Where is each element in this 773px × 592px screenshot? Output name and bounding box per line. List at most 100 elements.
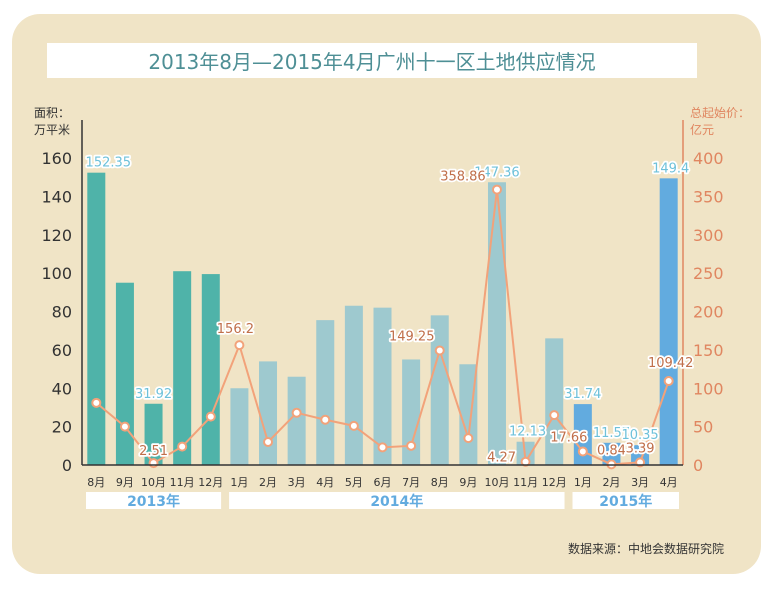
bar [316, 320, 335, 465]
line-point [549, 410, 560, 421]
left-tick-label: 20 [52, 418, 72, 437]
bar [201, 274, 220, 465]
line-value-label: 156.2 [217, 322, 254, 337]
line-value-label-halo: 156.2 [217, 322, 254, 337]
right-tick-label: 150 [693, 341, 724, 360]
right-tick-label: 100 [693, 379, 724, 398]
bar [487, 182, 506, 466]
year-label: 2015年 [599, 493, 652, 510]
bar-value-label-halo: 11.57 [593, 426, 630, 441]
left-axis-label-line2: 万平米 [34, 123, 70, 137]
left-axis: 0 20 40 60 80 100 120 140 160 [41, 120, 83, 475]
left-tick-label: 0 [62, 456, 72, 475]
line-value-label: 0.84 [597, 443, 626, 458]
source-note: 数据来源：中地会数据研究院 [568, 541, 724, 556]
line-point [406, 440, 417, 451]
line-point [434, 345, 445, 356]
x-tick-label: 4月 [660, 476, 678, 489]
line-series [91, 184, 674, 470]
bar-value-label: 10.35 [621, 428, 658, 443]
year-band [229, 492, 565, 509]
line-value-label: 149.25 [389, 329, 435, 344]
bar-value-label-halo: 31.92 [135, 387, 172, 402]
line-value-label-halo: 0.84 [597, 443, 626, 458]
line-point [577, 446, 588, 457]
x-tick-label: 10月 [141, 476, 166, 489]
line-value-label-halo: 149.25 [389, 329, 435, 344]
line-value-label: 2.51 [139, 444, 168, 459]
left-tick-label: 100 [41, 264, 72, 283]
line-value-label: 3.39 [626, 441, 655, 456]
x-tick-label: 9月 [459, 476, 477, 489]
line-point [348, 420, 359, 431]
line-value-label-halo: 17.66 [550, 430, 587, 445]
line-point [119, 421, 130, 432]
year-label: 2013年 [127, 493, 180, 510]
bar-value-label-halo: 12.13 [509, 425, 546, 440]
left-tick-label: 80 [52, 303, 72, 322]
line-point [377, 442, 388, 453]
x-tick-label: 4月 [316, 476, 334, 489]
line-point [320, 414, 331, 425]
line-point [205, 411, 216, 422]
x-tick-label: 12月 [198, 476, 223, 489]
x-tick-label: 3月 [288, 476, 306, 489]
bar [144, 403, 163, 465]
x-tick-label: 12月 [542, 476, 567, 489]
bar [115, 282, 134, 465]
bar [373, 307, 392, 465]
right-axis-label-line2: 亿元 [690, 122, 714, 137]
line-point [177, 441, 188, 452]
right-tick-label: 250 [693, 264, 724, 283]
bar-value-label: 31.92 [135, 387, 172, 402]
bar-value-label-halo: 31.74 [564, 387, 601, 402]
right-tick-label: 0 [693, 456, 703, 475]
right-axis: 0 50 100 150 200 250 300 350 400 [682, 120, 724, 475]
bar [659, 178, 678, 465]
x-tick-label: 2月 [602, 476, 620, 489]
bar [344, 305, 363, 465]
title-banner [47, 43, 697, 78]
x-tick-label: 7月 [402, 476, 420, 489]
x-tick-label: 8月 [431, 476, 449, 489]
year-band [86, 492, 222, 509]
left-tick-label: 120 [41, 226, 72, 245]
bar-value-label: 152.35 [86, 156, 132, 171]
x-tick-label: 6月 [374, 476, 392, 489]
bar-value-label: 12.13 [509, 425, 546, 440]
x-tick-label: 1月 [230, 476, 248, 489]
bar-value-label: 147.36 [474, 165, 520, 180]
x-tick-label: 1月 [574, 476, 592, 489]
right-tick-label: 350 [693, 187, 724, 206]
line-value-label: 358.86 [440, 170, 486, 185]
bar [87, 172, 106, 465]
x-tick-label: 9月 [116, 476, 134, 489]
bar [402, 359, 421, 465]
right-tick-label: 200 [693, 303, 724, 322]
x-tick-label: 11月 [513, 476, 538, 489]
x-tick-label: 8月 [87, 476, 105, 489]
left-tick-label: 140 [41, 187, 72, 206]
bar-value-label-halo: 152.35 [86, 156, 132, 171]
bar-value-label-halo: 149.4 [652, 161, 689, 176]
line-point [263, 436, 274, 447]
line-point [91, 397, 102, 408]
bar [430, 315, 449, 465]
left-tick-label: 40 [52, 379, 72, 398]
line-value-label: 17.66 [550, 430, 587, 445]
left-axis-label-line1: 面积： [34, 106, 70, 120]
bar [287, 376, 306, 465]
line-point [463, 433, 474, 444]
left-tick-label: 60 [52, 341, 72, 360]
bar-value-label-halo: 147.36 [474, 165, 520, 180]
bar [230, 388, 249, 465]
bar [259, 361, 278, 465]
line-value-label-halo: 109.42 [648, 356, 694, 371]
bar [545, 338, 564, 465]
right-tick-label: 50 [693, 418, 713, 437]
line-value-label-halo: 3.39 [626, 441, 655, 456]
bar-value-label-halo: 10.35 [621, 428, 658, 443]
line-point [491, 184, 502, 195]
x-tick-label: 3月 [631, 476, 649, 489]
